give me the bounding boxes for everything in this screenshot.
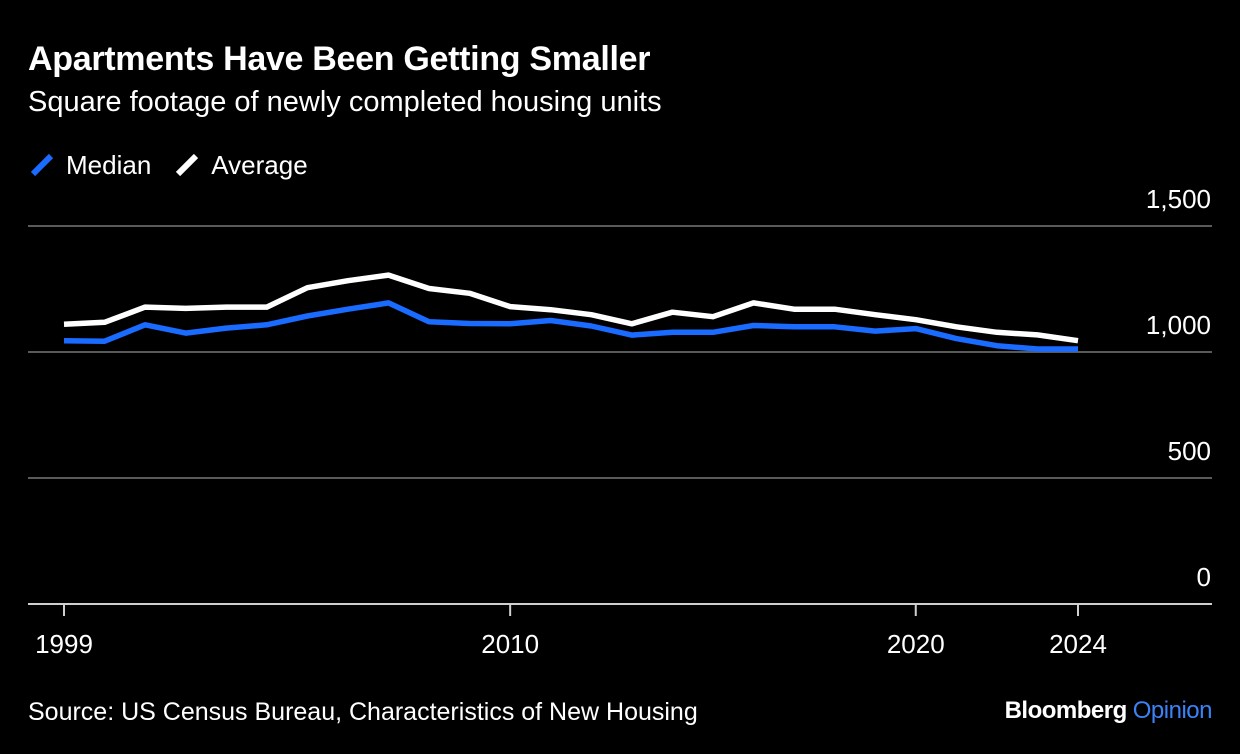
x-tick-label: 2024 <box>1049 629 1107 659</box>
legend-item-median: Median <box>28 150 151 181</box>
series-line-average <box>63 272 1079 344</box>
legend-swatch-median <box>30 153 54 177</box>
x-tick-label: 1999 <box>35 629 93 659</box>
source-note: Source: US Census Bureau, Characteristic… <box>28 698 698 726</box>
series-line-median <box>63 300 1078 352</box>
legend-label-median: Median <box>66 149 152 180</box>
y-tick-label: 0 <box>1197 562 1211 592</box>
y-tick-label: 1,500 <box>1146 184 1211 214</box>
legend-item-average: Average <box>173 149 308 181</box>
brand-name: Bloomberg <box>1004 697 1128 724</box>
brand-logo: Bloomberg Opinion <box>1004 697 1213 725</box>
chart-legend: Median Average <box>28 148 330 182</box>
gridlines <box>28 225 1212 479</box>
chart-title: Apartments Have Been Getting Smaller <box>28 40 651 78</box>
y-axis-tick-labels: 0 500 1,000 1,500 <box>1146 184 1211 592</box>
x-tick-label: 2020 <box>887 629 945 659</box>
series-lines <box>63 272 1079 352</box>
x-tick-label: 2010 <box>481 629 539 659</box>
legend-swatch-average <box>176 153 199 177</box>
x-axis: 1999 2010 2020 2024 <box>28 603 1212 659</box>
y-tick-label: 1,000 <box>1146 310 1211 340</box>
chart-subtitle: Square footage of newly completed housin… <box>28 86 662 118</box>
legend-label-average: Average <box>211 149 308 180</box>
y-tick-label: 500 <box>1168 436 1211 466</box>
brand-accent: Opinion <box>1132 697 1213 724</box>
